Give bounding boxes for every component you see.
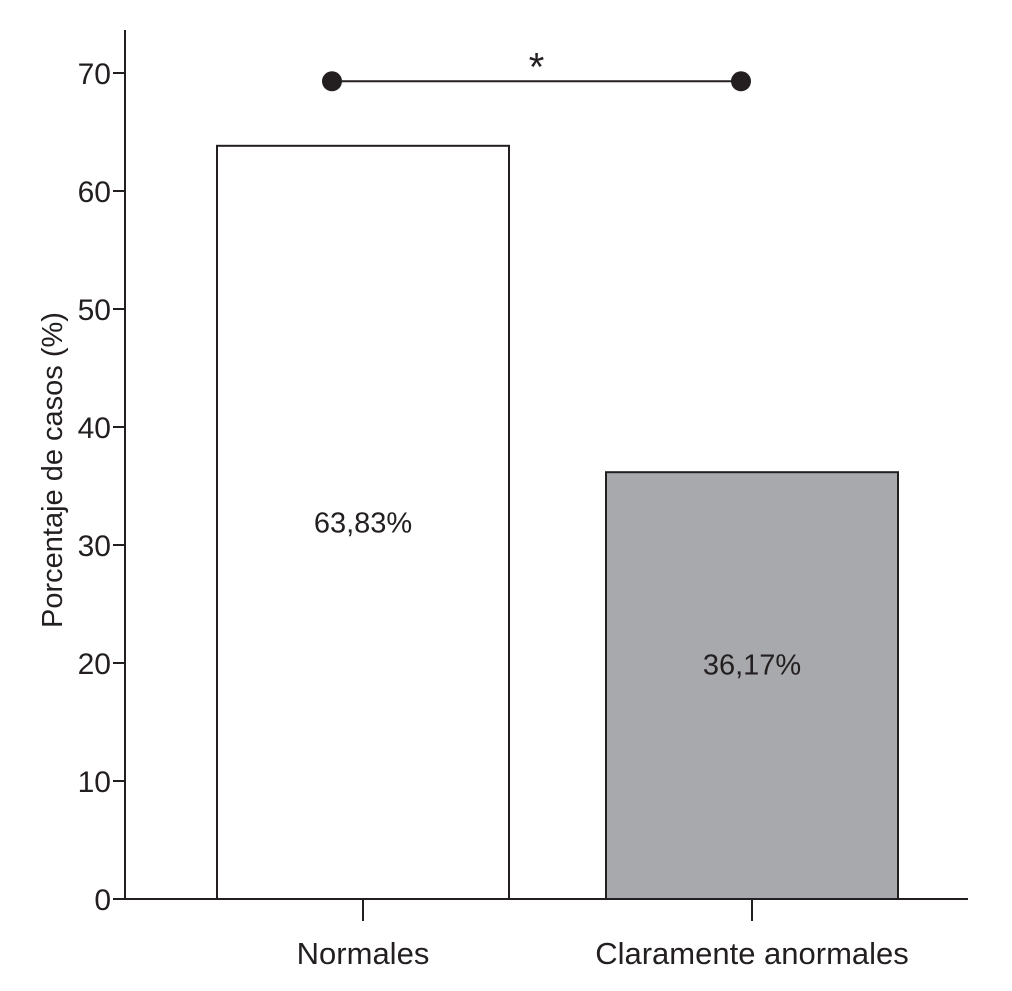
x-category-label: Claramente anormales — [595, 936, 909, 971]
significance-dot-right — [731, 71, 751, 92]
significance-bracket: * — [322, 45, 751, 92]
significance-asterisk: * — [529, 45, 545, 89]
bar-data-label: 63,83% — [314, 507, 412, 539]
y-ticks-group: 0 10 20 30 40 50 60 70 — [78, 58, 125, 917]
significance-dot-left — [322, 71, 342, 92]
bar-2 — [605, 471, 899, 900]
bar-1 — [216, 144, 510, 900]
y-tick-label: 50 — [78, 294, 111, 327]
x-ticks-group: Normales Claramente anormales — [297, 899, 909, 971]
y-tick-label: 30 — [78, 530, 111, 563]
bars-group — [216, 144, 899, 900]
y-tick-label: 20 — [78, 648, 111, 681]
y-axis-title: Porcentaje de casos (%) — [37, 312, 69, 628]
y-tick-label: 40 — [78, 412, 111, 445]
y-tick-label: 0 — [94, 884, 111, 917]
y-tick-label: 70 — [78, 58, 111, 91]
data-labels-group: 63,83% 36,17% — [314, 507, 801, 681]
x-category-label: Normales — [297, 936, 430, 971]
bar-data-label: 36,17% — [703, 649, 801, 681]
y-tick-label: 60 — [78, 176, 111, 209]
y-tick-label: 10 — [78, 766, 111, 799]
